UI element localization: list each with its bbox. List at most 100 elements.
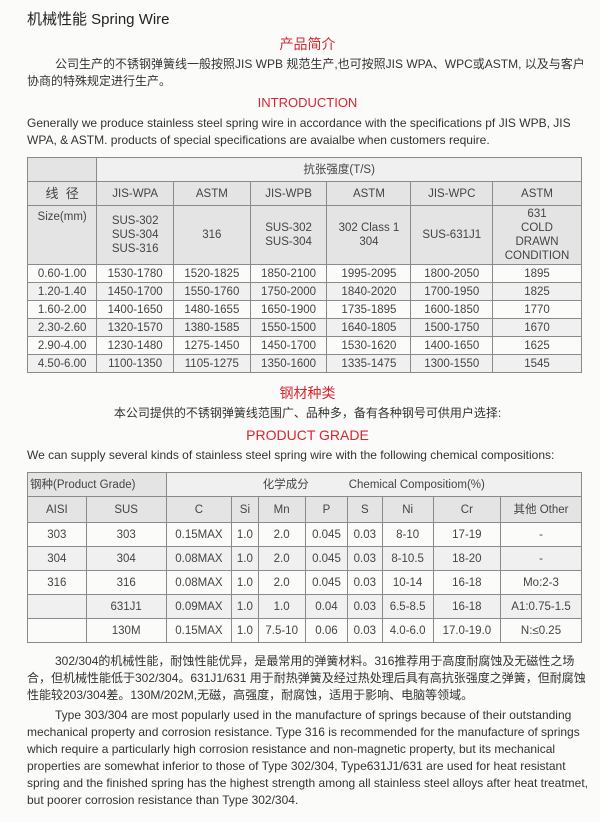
composition-cell: 303: [27, 522, 87, 547]
composition-cell: 1.0: [231, 594, 259, 619]
composition-cell: -: [500, 546, 582, 571]
standard-header: ASTM: [492, 181, 582, 206]
tensile-value: 1105-1275: [173, 354, 251, 373]
tensile-value: 1670: [492, 318, 582, 337]
composition-cell: 0.06: [304, 618, 349, 643]
table-row: 0.60-1.00 1530-1780 1520-1825 1850-2100 1995…: [26, 264, 582, 283]
table-row: 303 303 0.15MAX 1.0 2.0 0.045 0.03 8-10 17-19-: [27, 522, 582, 547]
composition-cell: 631J1: [85, 594, 167, 619]
chemical-composition-table: 钢种(Product Grade) 化学成分 Chemical Compositi…: [27, 472, 583, 643]
table-row: 130M 0.15MAX 1.0 7.5-10 0.06 0.03 4.0-6.0 17.0-…: [27, 618, 582, 643]
composition-cell: 10-14: [381, 570, 434, 595]
size-range: 2.90-4.00: [26, 336, 98, 355]
standard-header: ASTM: [326, 181, 412, 206]
tensile-value: 1530-1780: [96, 264, 174, 283]
tensile-group-header: 抗张强度(T/S): [96, 157, 582, 182]
tensile-value: 1825: [492, 282, 582, 301]
composition-cell: 1.0: [231, 618, 259, 643]
tensile-value: 1500-1750: [410, 318, 494, 337]
grade-header: 钢种(Product Grade): [27, 472, 167, 497]
size-range: 0.60-1.00: [26, 264, 98, 283]
composition-cell: [27, 618, 87, 643]
composition-header-en: Chemical Compositiom(%): [348, 478, 485, 491]
tensile-value: 1400-1650: [410, 336, 494, 355]
composition-cell: 0.15MAX: [165, 522, 233, 547]
table-row: 631J1 0.09MAX 1.0 1.0 0.04 0.03 6.5-8.5 16-18 A1…: [27, 594, 582, 619]
grade-header: SUS-302 SUS-304 SUS-316: [96, 205, 174, 265]
composition-cell: 0.03: [347, 522, 383, 547]
composition-cell: 0.03: [347, 570, 383, 595]
table-row: 304 304 0.08MAX 1.0 2.0 0.045 0.03 8-10.5 18-20-: [27, 546, 582, 571]
grade-header: 316: [173, 205, 251, 265]
tensile-value: 1840-2020: [326, 282, 412, 301]
column-header: 其他 Other: [500, 496, 582, 523]
composition-cell: 0.03: [347, 546, 383, 571]
tensile-value: 1625: [492, 336, 582, 355]
notes-text-en: Type 303/304 are most popularly used in …: [27, 708, 588, 807]
table-row: 1.20-1.40 1450-1700 1550-1760 1750-2000 1840…: [26, 282, 582, 301]
composition-header-cn: 化学成分: [262, 478, 309, 491]
tensile-value: 1850-2100: [249, 264, 328, 283]
composition-cell: 8-10: [381, 522, 434, 547]
tensile-value: 1750-2000: [249, 282, 328, 301]
tensile-value: 1550-1500: [249, 318, 328, 337]
composition-cell: 0.08MAX: [165, 546, 233, 571]
composition-cell: 0.03: [347, 618, 383, 643]
tensile-value: 1380-1585: [173, 318, 251, 337]
grade-header: 302 Class 1 304: [326, 205, 412, 265]
composition-cell: 304: [27, 546, 87, 571]
notes-text-cn: 302/304的机械性能，耐蚀性能优异，是最常用的弹簧材料。316推荐用于高度耐…: [27, 654, 586, 702]
composition-cell: 2.0: [257, 570, 306, 595]
column-header: Si: [231, 496, 259, 523]
composition-cell: 0.045: [304, 570, 349, 595]
tensile-value: 1350-1600: [249, 354, 328, 373]
column-header: Mn: [257, 496, 306, 523]
composition-cell: 0.04: [304, 594, 349, 619]
grade-header: SUS-631J1: [410, 205, 494, 265]
composition-cell: 0.09MAX: [165, 594, 233, 619]
column-header: S: [347, 496, 383, 523]
composition-cell: 0.03: [347, 594, 383, 619]
tensile-strength-table: 抗张强度(T/S) 线 径 JIS-WPA ASTM JIS-WPB ASTM JIS-W…: [26, 157, 582, 373]
tensile-value: 1480-1655: [173, 300, 251, 319]
composition-cell: 1.0: [231, 570, 259, 595]
tensile-value: 1300-1550: [410, 354, 494, 373]
composition-cell: 16-18: [432, 570, 502, 595]
column-header: SUS: [85, 496, 167, 523]
column-header: Cr: [432, 496, 502, 523]
standard-header: ASTM: [173, 181, 251, 206]
standard-header: JIS-WPC: [410, 181, 494, 206]
composition-cell: 316: [85, 570, 167, 595]
tensile-value: 1545: [492, 354, 582, 373]
composition-cell: 7.5-10: [257, 618, 306, 643]
tensile-value: 1640-1805: [326, 318, 412, 337]
composition-cell: 1.0: [231, 546, 259, 571]
column-header: AISI: [27, 496, 87, 523]
composition-cell: 2.0: [257, 546, 306, 571]
composition-cell: 130M: [85, 618, 167, 643]
tensile-value: 1895: [492, 264, 582, 283]
composition-header: 化学成分 Chemical Compositiom(%): [165, 472, 583, 497]
composition-cell: 0.045: [304, 546, 349, 571]
composition-cell: 6.5-8.5: [381, 594, 434, 619]
size-label-cn: 线 径: [26, 181, 98, 206]
composition-cell: 316: [27, 570, 87, 595]
composition-cell: 4.0-6.0: [381, 618, 434, 643]
grade-heading-en: PRODUCT GRADE: [246, 427, 369, 443]
tensile-value: 1335-1475: [326, 354, 412, 373]
tensile-value: 1650-1900: [249, 300, 328, 319]
tensile-value: 1450-1700: [96, 282, 174, 301]
table-row: 1.60-2.00 1400-1650 1480-1655 1650-1900 1735…: [26, 300, 582, 319]
grade-header: 631 COLD DRAWN CONDITION: [492, 205, 582, 265]
composition-cell: 8-10.5: [381, 546, 434, 571]
grade-header: SUS-302 SUS-304: [249, 205, 328, 265]
tensile-value: 1550-1760: [173, 282, 251, 301]
table-row: 316 316 0.08MAX 1.0 2.0 0.045 0.03 10-14 16-18 Mo…: [27, 570, 582, 595]
tensile-value: 1520-1825: [173, 264, 251, 283]
size-range: 4.50-6.00: [26, 354, 98, 373]
tensile-value: 1275-1450: [173, 336, 251, 355]
tensile-value: 1800-2050: [410, 264, 494, 283]
tensile-value: 1600-1850: [410, 300, 494, 319]
tensile-value: 1700-1950: [410, 282, 494, 301]
column-header: P: [304, 496, 349, 523]
